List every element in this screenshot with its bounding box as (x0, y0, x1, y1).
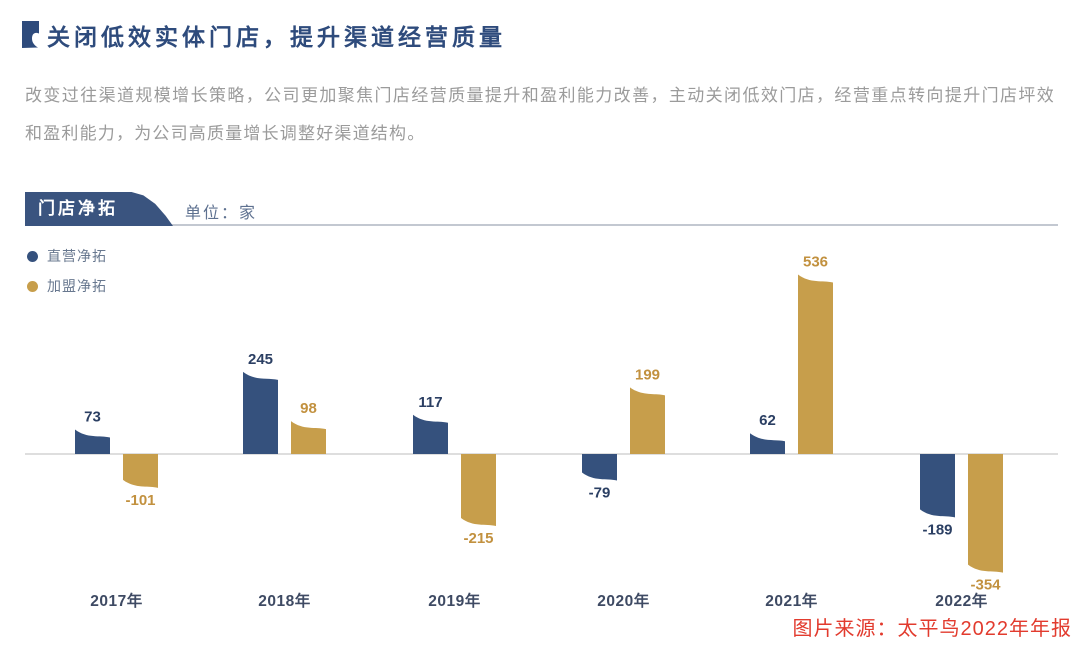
bar-direct-2020年 (582, 454, 617, 481)
bar-value-label: 62 (759, 412, 776, 429)
chart-legend: 直营净拓 加盟净拓 (27, 246, 107, 306)
bar-value-label: 536 (803, 253, 828, 270)
bar-franchise-2022年 (968, 454, 1003, 573)
bar-direct-2021年 (750, 433, 785, 454)
legend-label: 直营净拓 (47, 248, 107, 264)
x-axis-label: 2017年 (90, 591, 142, 610)
x-axis-label: 2019年 (428, 591, 480, 610)
bar-value-label: 245 (248, 351, 273, 368)
bar-value-label: 73 (84, 409, 101, 426)
intro-paragraph: 改变过往渠道规模增长策略，公司更加聚焦门店经营质量提升和盈利能力改善，主动关闭低… (25, 86, 1055, 143)
x-axis-label: 2021年 (765, 591, 817, 610)
x-axis-label: 2020年 (597, 591, 649, 610)
bar-value-label: -79 (589, 484, 611, 501)
page-title: 关闭低效实体门店，提升渠道经营质量 (47, 24, 506, 50)
bar-value-label: -354 (970, 577, 1001, 594)
unit-label: 单位：家 (185, 205, 258, 222)
image-source-note: 图片来源：太平鸟2022年年报 (792, 618, 1072, 640)
bar-franchise-2019年 (461, 454, 496, 527)
bar-value-label: 117 (418, 394, 442, 411)
bar-value-label: -215 (463, 530, 493, 547)
bar-value-label: 199 (635, 366, 660, 383)
x-axis-label: 2018年 (258, 591, 310, 610)
bar-direct-2022年 (920, 454, 955, 518)
bar-franchise-2021年 (798, 274, 833, 454)
bar-franchise-2020年 (630, 387, 665, 454)
bar-direct-2017年 (75, 429, 110, 454)
legend-item-direct: 直营净拓 (27, 246, 107, 266)
legend-dot-blue-icon (27, 250, 38, 262)
legend-item-franchise: 加盟净拓 (27, 276, 107, 296)
bar-value-label: -101 (125, 492, 155, 509)
bar-direct-2018年 (243, 371, 278, 454)
bar-value-label: -189 (922, 521, 952, 538)
bar-value-label: 98 (300, 400, 317, 417)
legend-dot-gold-icon (27, 280, 38, 292)
page-header: 关闭低效实体门店，提升渠道经营质量 (22, 18, 506, 52)
section-divider-line (25, 224, 1058, 226)
bar-franchise-2017年 (123, 454, 158, 488)
bar-direct-2019年 (413, 414, 448, 454)
bookmark-icon (22, 21, 39, 48)
x-axis-label: 2022年 (935, 591, 987, 610)
legend-label: 加盟净拓 (47, 278, 107, 294)
bar-franchise-2018年 (291, 421, 326, 454)
